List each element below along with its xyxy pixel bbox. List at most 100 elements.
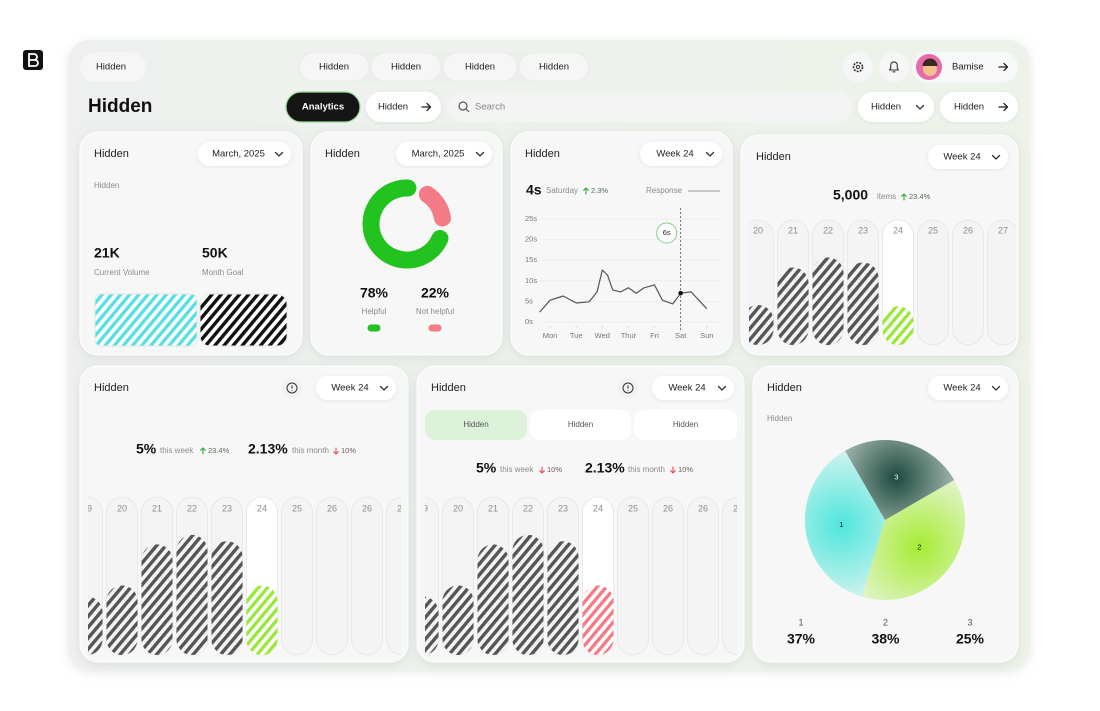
x-tick-label: 22	[523, 503, 533, 513]
donut-segment	[362, 179, 452, 269]
info-icon	[286, 382, 298, 394]
legend-label: Helpful	[362, 307, 387, 316]
period-select[interactable]	[396, 142, 492, 166]
nav-tab-label: Hidden	[465, 62, 495, 73]
bar	[582, 585, 614, 655]
x-tick-label: Tue	[570, 331, 583, 340]
x-tick-label: 25	[292, 503, 302, 513]
card-title: Hidden	[756, 151, 791, 163]
stat-label: this week	[160, 446, 194, 455]
card-title: Hidden	[767, 382, 802, 394]
y-tick-label: 0s	[525, 317, 533, 326]
bar-track	[281, 496, 313, 656]
headline-change: 2.3%	[591, 186, 608, 195]
bar	[477, 544, 509, 655]
stat-value: 21K	[94, 245, 120, 261]
settings-button[interactable]	[843, 52, 873, 82]
card-title: Hidden	[325, 148, 360, 160]
pie-segment	[861, 480, 965, 601]
x-tick-label: 19	[82, 503, 92, 513]
period-select[interactable]	[928, 145, 1008, 169]
x-tick-label: 26	[327, 503, 337, 513]
period-select[interactable]	[198, 142, 291, 166]
period-select[interactable]	[640, 142, 722, 166]
header-button[interactable]	[366, 92, 441, 122]
donut-value-label: 22%	[421, 285, 450, 301]
chevron-icon	[379, 385, 389, 391]
bar-group: 20 21 22 23 24 25 26 27	[749, 219, 1016, 346]
chevron-icon	[274, 151, 284, 157]
filter-select[interactable]	[858, 92, 934, 122]
x-tick-label: 26	[362, 503, 372, 513]
annotation-bubble	[656, 222, 678, 244]
bar	[512, 534, 544, 655]
tab[interactable]	[425, 410, 527, 440]
bar	[847, 262, 879, 345]
legend-value: 37%	[787, 631, 816, 647]
filter-button[interactable]	[940, 92, 1018, 122]
x-tick-label: 25	[628, 503, 638, 513]
nav-tab[interactable]	[520, 53, 588, 81]
bar-track	[351, 496, 383, 656]
stat-label: this month	[292, 446, 329, 455]
nav-tab[interactable]	[300, 53, 368, 81]
x-tick-label: 22	[187, 503, 197, 513]
pie-label: 3	[894, 472, 898, 481]
legend-label: Response	[646, 186, 683, 195]
bar	[777, 267, 809, 345]
pie-label: 1	[839, 520, 843, 529]
logo	[23, 50, 43, 70]
bar-group: 19 20 21 22 23 24 25 26 26 27	[82, 496, 407, 656]
analytics-button[interactable]	[285, 91, 361, 123]
arrow-icon	[998, 62, 1009, 72]
period-select[interactable]	[316, 376, 396, 400]
period-select[interactable]	[928, 376, 1008, 400]
x-tick-label: Wed	[595, 331, 610, 340]
bar	[749, 305, 774, 345]
stat-label: Current Volume	[94, 268, 150, 277]
response-line	[539, 269, 708, 313]
period-select[interactable]	[652, 376, 734, 400]
legend-name: 1	[798, 617, 803, 627]
chevron-icon	[475, 151, 485, 157]
tab[interactable]	[634, 410, 737, 440]
settings-icon	[852, 61, 864, 73]
bar	[211, 541, 243, 655]
donut-value-label: 78%	[360, 285, 389, 301]
page-title: Hidden	[88, 96, 152, 117]
nav-tab-label: Hidden	[96, 62, 126, 73]
x-tick-label: Thur	[621, 331, 637, 340]
tab[interactable]	[530, 410, 631, 440]
y-tick-label: 5s	[525, 296, 533, 305]
search-icon-handle	[465, 108, 470, 113]
bar-track	[617, 496, 649, 656]
nav-tab[interactable]	[80, 52, 146, 82]
x-tick-label: Sun	[700, 331, 713, 340]
stat-change: 10%	[547, 465, 562, 474]
bar	[88, 596, 103, 655]
bar	[425, 596, 439, 655]
card-title: Hidden	[525, 148, 560, 160]
bar-track	[987, 219, 1016, 346]
bar-group: 19 20 21 22 23 24 25 26 26 27	[425, 496, 737, 656]
bar	[141, 544, 173, 655]
analytics-label: Analytics	[302, 102, 344, 113]
headline-value: 4s	[526, 182, 542, 198]
notifications-button[interactable]	[879, 52, 909, 82]
nav-tab[interactable]	[372, 53, 440, 81]
period-label: Week 24	[943, 152, 980, 163]
search-box[interactable]	[448, 92, 852, 122]
x-tick-label: 24	[593, 503, 603, 513]
annotation-label: 6s	[663, 228, 671, 237]
stat-value: 2.13%	[248, 441, 288, 457]
nav-tab[interactable]	[444, 53, 516, 81]
bar	[176, 534, 208, 655]
x-tick-label: 27	[397, 503, 407, 513]
avatar-hair	[922, 58, 938, 66]
trend-icon	[333, 447, 339, 455]
settings-icon-core	[855, 64, 861, 70]
chevron-icon	[717, 385, 727, 391]
bar	[547, 541, 579, 655]
info-icon	[622, 382, 634, 394]
tab-label: Hidden	[463, 420, 488, 429]
